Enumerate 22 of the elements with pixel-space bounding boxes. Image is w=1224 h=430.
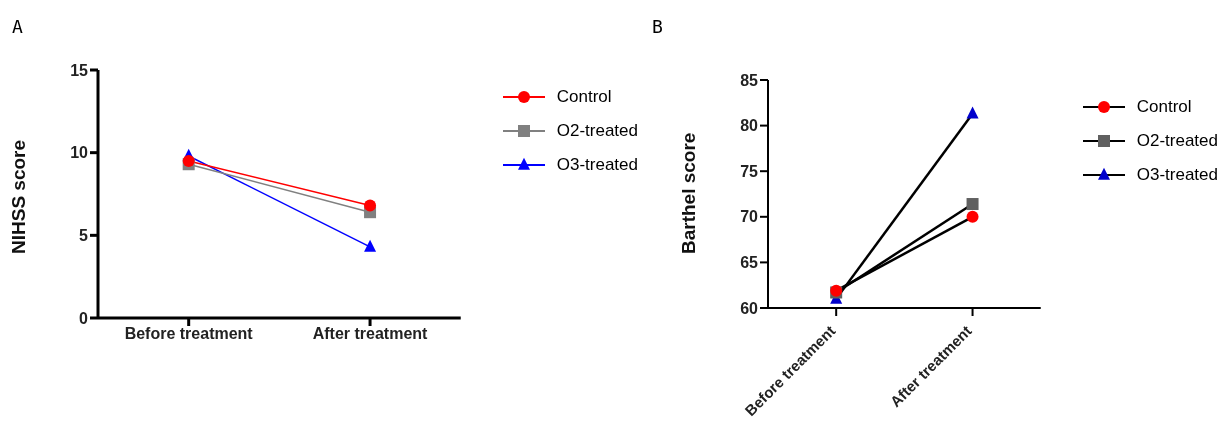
y-tick-label: 70	[740, 208, 759, 226]
y-tick-label: 10	[70, 144, 89, 162]
y-tick-label: 75	[740, 162, 759, 180]
y-tick-label: 15	[70, 61, 89, 79]
y-axis-title: Barthel score	[677, 132, 699, 254]
chart-title: B	[652, 16, 663, 37]
y-axis-title: NIHSS score	[7, 139, 29, 254]
legend-label: O3-treated	[556, 155, 638, 175]
legend-label: O2-treated	[1136, 131, 1218, 151]
y-tick-label: 5	[79, 227, 89, 245]
y-tick-label: 0	[79, 309, 89, 327]
x-tick-label: After treatment	[312, 325, 429, 343]
y-tick-label: 85	[740, 71, 759, 89]
chart-title: A	[12, 16, 23, 37]
legend-label: O3-treated	[1136, 165, 1218, 185]
y-tick-label: 65	[740, 254, 759, 272]
legend-label: Control	[556, 87, 612, 107]
y-tick-label: 80	[740, 117, 759, 135]
legend-label: O2-treated	[556, 121, 638, 141]
y-tick-label: 60	[740, 299, 759, 317]
x-tick-label: Before treatment	[124, 325, 254, 343]
legend-label: Control	[1136, 97, 1192, 117]
